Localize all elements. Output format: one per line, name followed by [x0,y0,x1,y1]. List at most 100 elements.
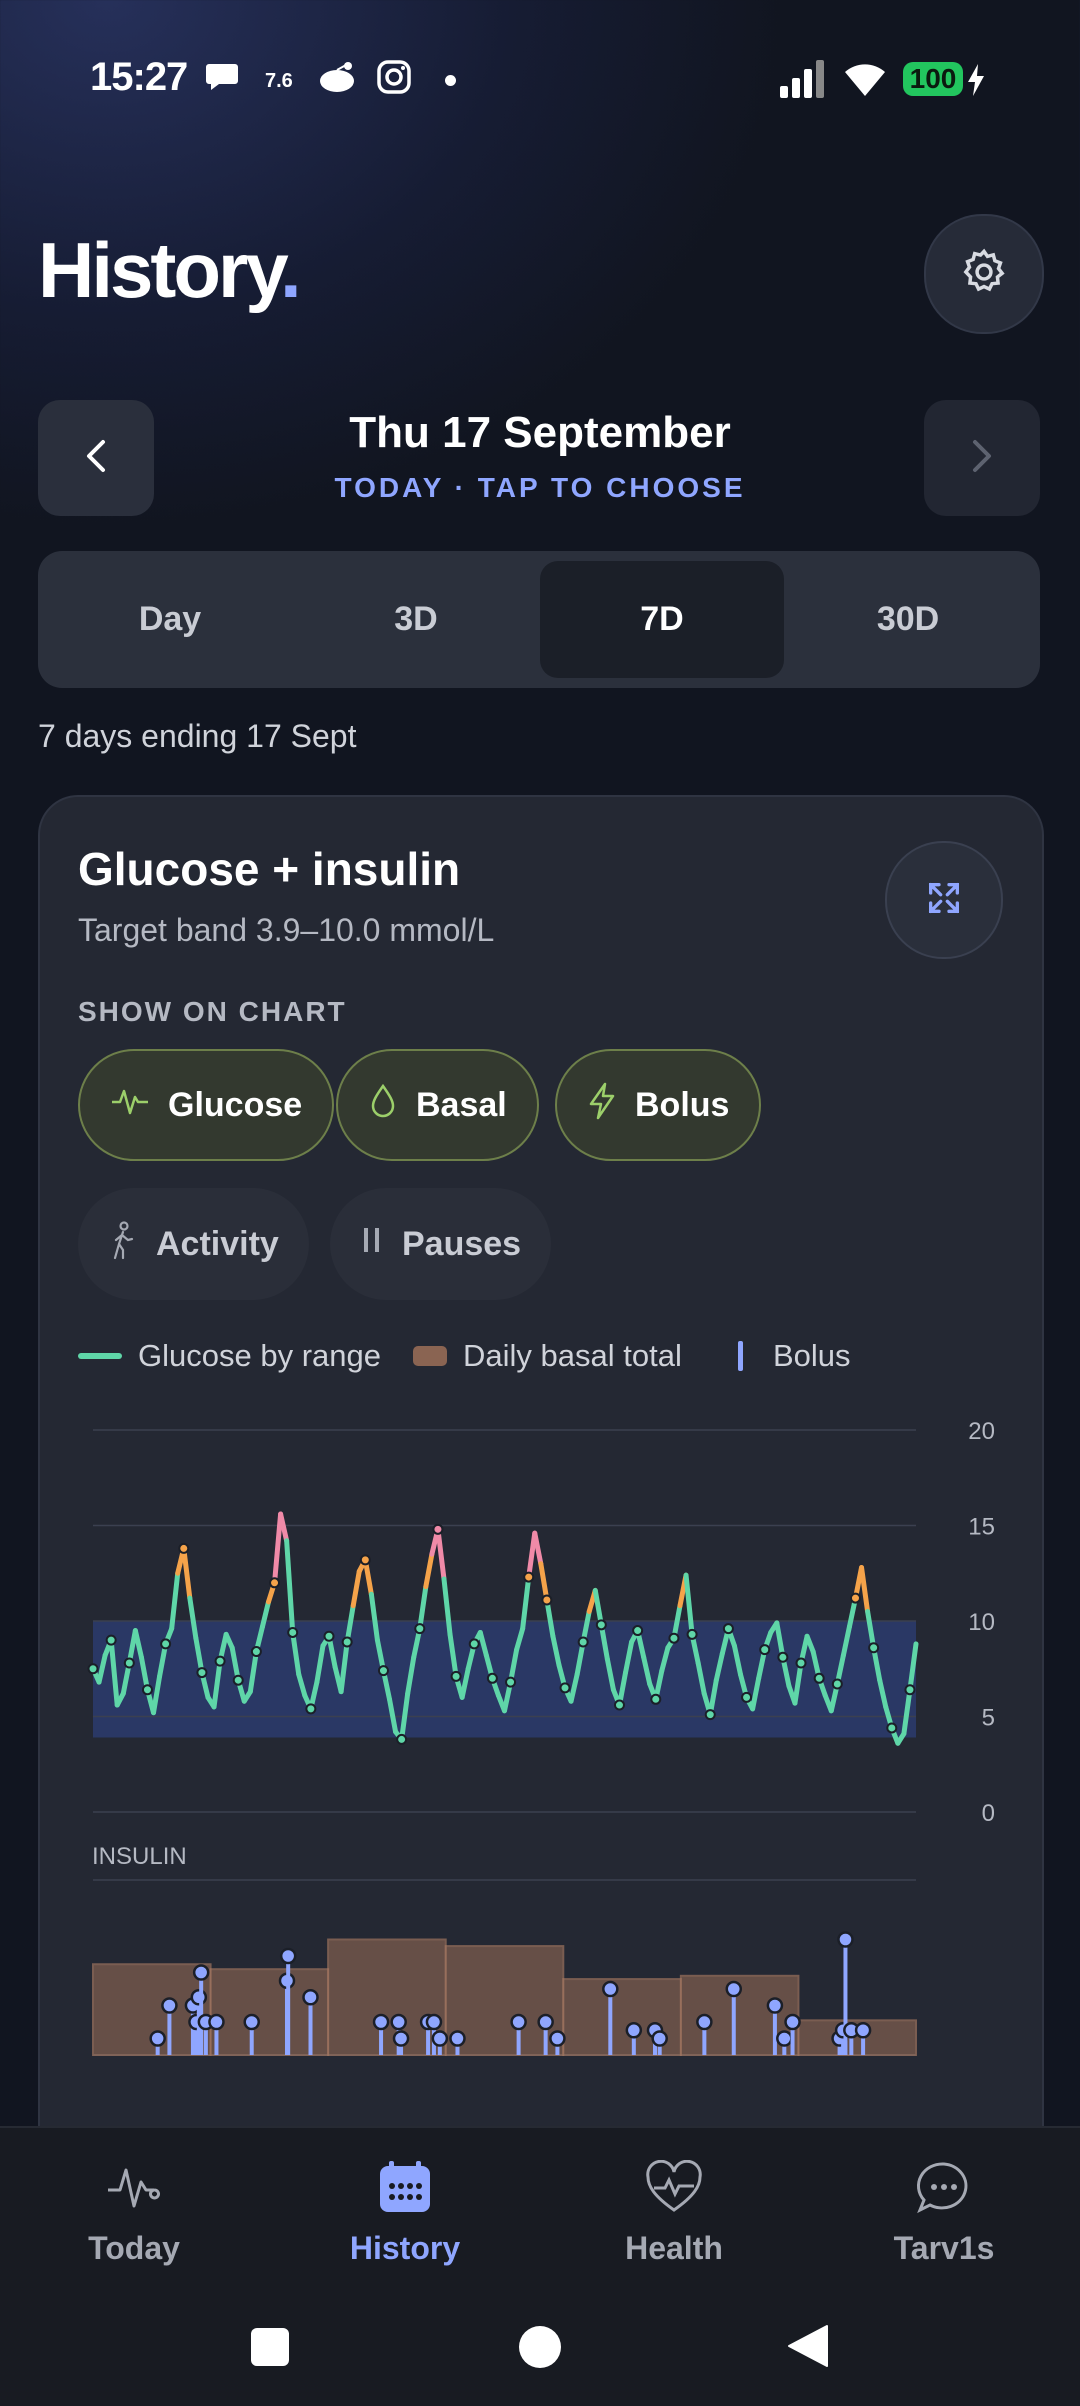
back-button[interactable] [787,2324,829,2373]
legend-label: Bolus [773,1338,851,1373]
bolus-point [149,2030,166,2047]
glucose-segment [399,1691,411,1742]
glucose-point [232,1674,244,1686]
drop-icon [368,1083,398,1128]
chip-basal[interactable]: Basal [336,1049,539,1161]
tab-30d[interactable]: 30D [876,600,940,638]
prev-date-button[interactable] [38,400,154,516]
page-title: History. [38,226,302,314]
glucose-point [741,1691,753,1703]
bolus-point [602,1980,619,1998]
range-selector: Day 3D 7D 30D [38,551,1040,688]
glucose-point [178,1542,190,1554]
glucose-segment [901,1687,913,1737]
glucose-point [650,1693,662,1705]
bolus-point [696,2013,713,2031]
chip-pauses[interactable]: Pauses [330,1188,552,1300]
glucose-segment [871,1645,883,1683]
glucose-segment [731,1643,744,1677]
glucose-point [450,1670,462,1682]
chip-bolus[interactable]: Bolus [555,1049,762,1161]
charging-icon [966,64,986,101]
bolus-point [854,2022,872,2039]
bolus-point [390,2013,407,2031]
glucose-segment [520,1574,532,1632]
glucose-point [523,1571,535,1583]
status-time: 15:27 [90,55,188,99]
glucose-point [541,1594,553,1606]
glucose-segment [314,1643,326,1685]
glucose-point [904,1684,916,1696]
recents-button[interactable] [251,2328,289,2366]
glucose-point [849,1592,861,1604]
chip-label: Activity [156,1224,279,1263]
glucose-point [359,1554,371,1566]
chip-glucose[interactable]: Glucose [78,1049,335,1161]
bolus-point [776,2030,793,2047]
bolus-point [392,2030,410,2047]
date-picker-hint[interactable]: TODAY · TAP TO CHOOSE [334,472,746,503]
y-tick-label: 15 [968,1514,995,1541]
tab-7d[interactable]: 7D [540,561,784,678]
glucose-point [432,1523,444,1535]
glucose-insulin-chart: 0 5 10 15 20 [87,1418,995,2057]
glucose-segment [641,1654,653,1687]
legend-label: Glucose by range [138,1338,381,1373]
glucose-segment [350,1568,362,1609]
instagram-icon [377,60,411,102]
nav-tarv1s[interactable]: Tarv1s [844,2160,1044,2267]
next-date-button[interactable] [924,400,1040,516]
glucose-segment [96,1652,108,1685]
glucose-point [722,1623,734,1635]
bolus-point [537,2013,554,2031]
expand-chart-button[interactable] [885,841,1003,959]
glucose-segment [713,1650,725,1683]
glucose-point [287,1626,299,1638]
nav-label: Today [88,2230,180,2266]
tab-3d[interactable]: 3D [394,600,438,638]
glucose-segment [616,1670,629,1708]
nav-today[interactable]: Today [34,2160,234,2267]
legend-swatch-basal [413,1346,447,1366]
y-tick-label: 5 [982,1705,995,1732]
settings-button[interactable] [924,214,1044,334]
nav-history[interactable]: History [305,2160,505,2267]
glucose-point [704,1709,716,1721]
glucose-segment [181,1545,193,1601]
glucose-segment [132,1628,144,1660]
glucose-point [886,1722,898,1734]
glucose-segment [592,1587,604,1628]
glucose-segment [151,1673,163,1716]
chip-activity[interactable]: Activity [78,1188,309,1300]
glucose-point [868,1642,880,1654]
pulse-icon [108,2168,160,2208]
bolus-point [766,1997,784,2014]
home-button[interactable] [519,2326,561,2368]
glucose-segment [877,1677,889,1710]
glucose-segment [659,1645,671,1674]
glucose-segment [447,1631,459,1679]
y-tick-label: 20 [968,1418,995,1445]
y-tick-label: 10 [968,1609,995,1636]
glucose-point [686,1628,698,1640]
glucose-segment [804,1633,816,1655]
selected-date[interactable]: Thu 17 September [349,408,731,457]
bolus-point [431,2030,449,2047]
glucose-point [160,1638,172,1650]
chip-label: Glucose [168,1085,303,1124]
glucose-segment [368,1591,380,1643]
glucose-segment [387,1696,399,1735]
glucose-segment [344,1603,356,1645]
glucose-segment [683,1572,695,1637]
chip-label: Pauses [402,1224,522,1263]
tab-day[interactable]: Day [138,600,202,638]
show-on-chart-label: SHOW ON CHART [78,996,347,1027]
nav-health[interactable]: Health [574,2160,774,2267]
glucose-point [396,1733,408,1745]
glucose-point [595,1619,607,1631]
legend-swatch-glucose [78,1353,122,1359]
glucose-segment [707,1677,719,1718]
glucose-segment [278,1511,290,1544]
battery-level: 100 [903,62,963,96]
glucose-segment [187,1595,199,1641]
